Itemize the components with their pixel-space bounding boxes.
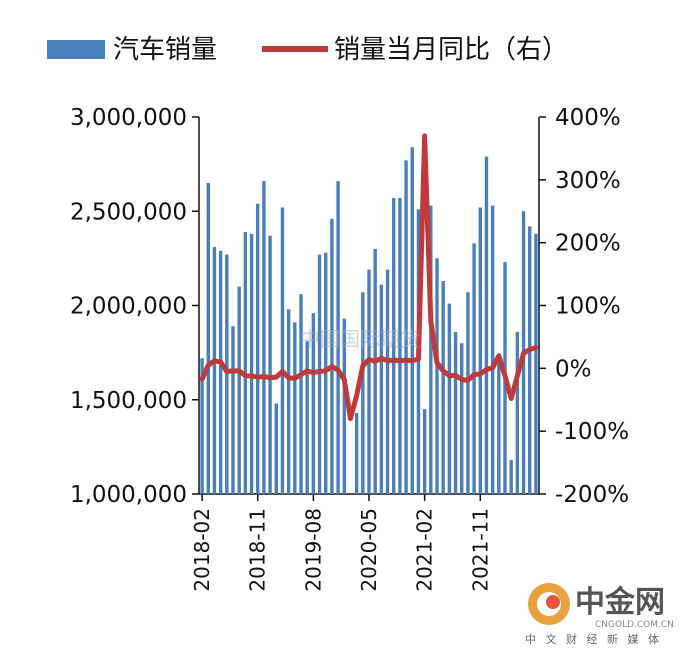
bar: [453, 331, 458, 494]
bar: [534, 233, 538, 494]
watermark-overlay-text: 中国国际期货: [300, 327, 420, 351]
bar: [484, 156, 489, 494]
x-tick-label: 2019-08: [301, 508, 325, 592]
bar: [373, 248, 377, 494]
bar: [212, 247, 217, 494]
bar: [435, 258, 439, 495]
bar: [422, 409, 427, 494]
bar: [330, 218, 334, 495]
bar: [286, 309, 291, 494]
bar: [342, 318, 346, 494]
bar: [361, 292, 365, 494]
bar: [515, 331, 520, 494]
bar: [429, 205, 433, 494]
legend-line-label: 销量当月同比（右）: [334, 35, 568, 65]
right-tick-label: 200%: [555, 231, 621, 257]
bar: [206, 182, 210, 495]
bar: [311, 313, 316, 494]
bar: [367, 269, 371, 494]
bar: [293, 322, 297, 494]
left-axis-ticks: 1,000,000 1,500,000 2,000,000 2,500,000 3,00…: [70, 105, 199, 508]
left-tick-label: 2,000,000: [70, 294, 187, 320]
bar: [305, 341, 309, 494]
bar: [490, 205, 495, 494]
bar: [262, 181, 266, 494]
bar: [478, 207, 482, 495]
bar: [200, 358, 204, 494]
bar: [404, 160, 408, 495]
right-tick-label: 0%: [555, 356, 592, 382]
bar: [466, 292, 470, 494]
left-tick-label: 1,000,000: [70, 482, 187, 508]
bar: [441, 281, 445, 494]
legend-bar-swatch: [47, 40, 105, 59]
bar: [218, 250, 223, 494]
bar: [274, 403, 278, 494]
bar: [256, 203, 260, 494]
bar: [317, 254, 322, 494]
x-tick-label: 2020-05: [357, 508, 381, 592]
left-tick-label: 3,000,000: [70, 105, 187, 131]
brand-logo: 中金网 CNGOLD.COM.CN 中 文 财 经 新 媒 体: [525, 583, 674, 646]
bar: [249, 233, 254, 494]
bar: [472, 243, 476, 494]
bar: [392, 198, 396, 494]
brand-logo-text: 中金网: [575, 585, 665, 620]
brand-logo-tagline: 中 文 财 经 新 媒 体: [525, 632, 662, 646]
right-tick-label: -100%: [555, 419, 629, 445]
right-tick-label: -200%: [555, 482, 629, 508]
right-tick-label: 400%: [555, 105, 621, 131]
right-axis-ticks: -200% -100% 0% 100% 200% 300% 400%: [539, 105, 629, 508]
brand-logo-domain: CNGOLD.COM.CN: [595, 620, 674, 630]
bar: [385, 269, 390, 494]
bar: [460, 343, 464, 494]
bar: [336, 181, 340, 494]
x-tick-label: 2021-11: [468, 508, 492, 592]
bar: [225, 254, 229, 494]
x-tick-label: 2018-11: [246, 508, 270, 592]
bar: [398, 198, 402, 494]
bar: [410, 147, 414, 494]
x-tick-label: 2018-02: [190, 508, 214, 592]
bar: [280, 207, 285, 495]
bar: [509, 460, 513, 494]
bar: [237, 286, 241, 494]
line-series: [199, 133, 539, 422]
legend: 汽车销量 销量当月同比（右）: [47, 35, 568, 65]
bar: [379, 284, 384, 494]
bar: [528, 226, 532, 494]
legend-bar-label: 汽车销量: [113, 35, 217, 65]
bar: [299, 294, 303, 494]
yoy-line: [199, 133, 539, 422]
bar: [243, 231, 248, 495]
right-tick-label: 100%: [555, 294, 621, 320]
bar: [354, 412, 359, 494]
right-tick-label: 300%: [555, 168, 621, 194]
x-tick-label: 2021-02: [413, 508, 437, 592]
bar: [497, 354, 501, 494]
bar: [268, 235, 272, 494]
left-tick-label: 1,500,000: [70, 388, 187, 414]
bar: [447, 303, 452, 494]
bar-series: [200, 147, 538, 495]
x-axis-ticks: 2018-02 2018-11 2019-08 2020-05 2021-02 2021-…: [190, 494, 492, 592]
left-tick-label: 2,500,000: [70, 199, 187, 225]
bar: [231, 326, 235, 494]
